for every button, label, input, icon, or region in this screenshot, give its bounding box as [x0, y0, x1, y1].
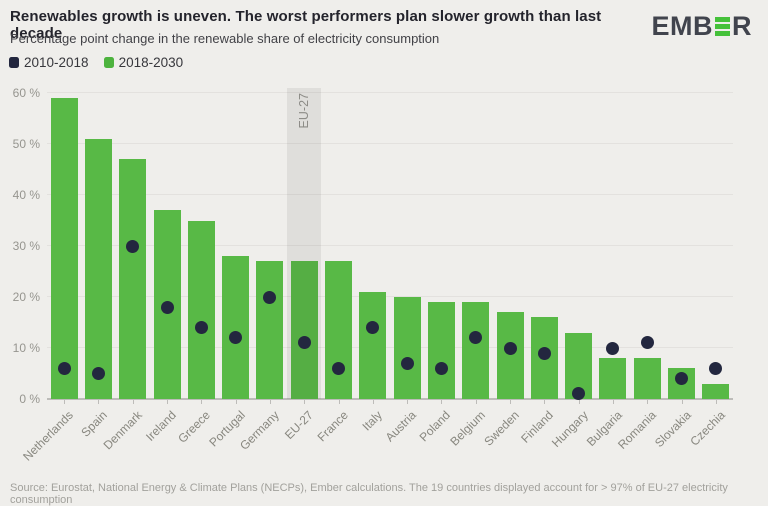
bar-portugal[interactable] — [222, 256, 250, 399]
gridline-30 — [47, 245, 733, 246]
y-tick-label-50: 50 % — [12, 137, 40, 151]
x-tick-hungary — [578, 400, 580, 404]
gridline-0 — [47, 398, 733, 399]
bar-poland[interactable] — [427, 302, 455, 399]
y-tick-label-10: 10 % — [12, 341, 40, 355]
x-tick-greece — [201, 400, 203, 404]
bar-netherlands[interactable] — [50, 98, 78, 399]
x-tick-austria — [407, 400, 409, 404]
legend-item-2010-2018[interactable]: 2010-2018 — [9, 55, 89, 70]
chart-title: Renewables growth is uneven. The worst p… — [10, 8, 602, 42]
dot-greece[interactable] — [194, 321, 208, 335]
dot-france[interactable] — [332, 361, 346, 375]
x-axis-line — [47, 399, 733, 400]
bar-romania[interactable] — [633, 358, 661, 399]
legend-item-2018-2030[interactable]: 2018-2030 — [103, 55, 184, 70]
legend-swatch-navy — [9, 57, 19, 68]
dot-finland[interactable] — [537, 346, 551, 360]
dot-austria[interactable] — [400, 356, 414, 370]
x-tick-sweden — [510, 400, 512, 404]
gridline-60 — [47, 92, 733, 93]
dot-italy[interactable] — [366, 321, 380, 335]
dot-germany[interactable] — [263, 290, 277, 304]
bar-greece[interactable] — [187, 220, 215, 399]
dot-ireland[interactable] — [160, 300, 174, 314]
dot-netherlands[interactable] — [57, 361, 71, 375]
dot-poland[interactable] — [434, 361, 448, 375]
y-tick-label-0: 0 % — [19, 392, 40, 406]
dot-sweden[interactable] — [503, 341, 517, 355]
bar-denmark[interactable] — [119, 159, 147, 399]
x-tick-ireland — [167, 400, 169, 404]
highlight-band-label: EU-27 — [297, 93, 312, 129]
dot-slovakia[interactable] — [675, 372, 689, 386]
y-tick-label-20: 20 % — [12, 290, 40, 304]
gridline-20 — [47, 296, 733, 297]
dot-belgium[interactable] — [469, 331, 483, 345]
x-tick-germany — [269, 400, 271, 404]
highlight-band-eu27: EU-27 — [287, 88, 322, 399]
x-tick-france — [338, 400, 340, 404]
ember-logo-text-r: R — [732, 11, 752, 41]
x-tick-czechia — [715, 400, 717, 404]
x-tick-poland — [441, 400, 443, 404]
bar-austria[interactable] — [393, 297, 421, 399]
x-tick-belgium — [475, 400, 477, 404]
x-tick-romania — [647, 400, 649, 404]
dot-spain[interactable] — [91, 367, 105, 380]
x-tick-denmark — [132, 400, 134, 404]
source-note: Source: Eurostat, National Energy & Clim… — [10, 482, 728, 506]
gridline-50 — [47, 143, 733, 144]
y-tick-label-40: 40 % — [12, 188, 40, 202]
dot-czechia[interactable] — [709, 361, 723, 375]
dot-romania[interactable] — [640, 336, 654, 350]
bar-italy[interactable] — [359, 291, 387, 399]
x-tick-netherlands — [64, 400, 66, 404]
gridline-40 — [47, 194, 733, 195]
dot-portugal[interactable] — [229, 331, 243, 345]
bar-sweden[interactable] — [496, 312, 524, 399]
y-tick-label-60: 60 % — [12, 86, 40, 100]
bar-france[interactable] — [325, 261, 353, 399]
legend-label: 2010-2018 — [24, 55, 89, 70]
x-tick-finland — [544, 400, 546, 404]
ember-logo-green-e-icon — [715, 17, 730, 36]
x-tick-eu-27 — [304, 400, 306, 404]
ember-logo-text-emb: EMB — [651, 11, 713, 41]
bar-spain[interactable] — [84, 138, 112, 399]
gridline-10 — [47, 347, 733, 348]
bar-eu-27[interactable] — [290, 261, 318, 399]
x-tick-portugal — [235, 400, 237, 404]
plot-area: EU-27 — [47, 88, 733, 401]
legend-label: 2018-2030 — [118, 55, 184, 70]
ember-logo: EMB R — [652, 11, 753, 42]
x-tick-bulgaria — [612, 400, 614, 404]
dot-denmark[interactable] — [126, 239, 140, 253]
bar-czechia[interactable] — [702, 383, 730, 399]
legend-swatch-green — [103, 57, 114, 68]
bar-belgium[interactable] — [462, 302, 490, 399]
dot-eu-27[interactable] — [297, 336, 311, 350]
x-tick-italy — [372, 400, 374, 404]
dot-bulgaria[interactable] — [606, 341, 620, 355]
x-tick-spain — [98, 400, 100, 404]
bar-germany[interactable] — [256, 261, 284, 399]
chart-subtitle: Percentage point change in the renewable… — [10, 31, 440, 46]
legend: 2010-2018 2018-2030 — [9, 55, 183, 70]
x-axis: Netherlands Spain Denmark Ireland Greece Port… — [20, 399, 733, 464]
dot-hungary[interactable] — [572, 387, 586, 401]
x-tick-slovakia — [681, 400, 683, 404]
y-tick-label-30: 30 % — [12, 239, 40, 253]
bar-bulgaria[interactable] — [599, 358, 627, 399]
